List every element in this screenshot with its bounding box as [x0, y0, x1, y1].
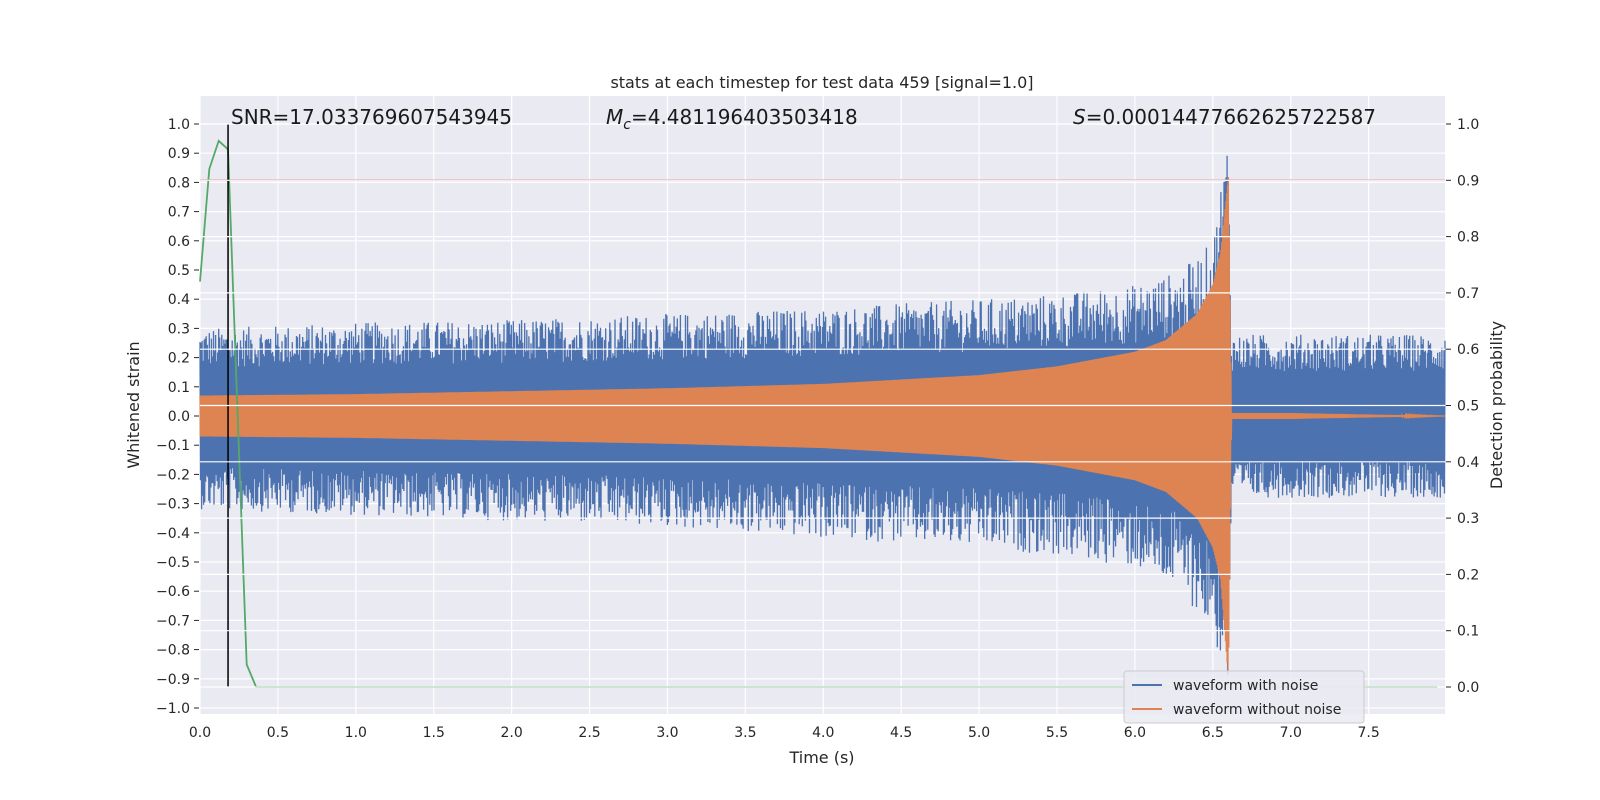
y-tick-label: 0.2	[168, 351, 190, 367]
x-tick-label: 0.0	[189, 725, 211, 741]
y-tick-label: −0.7	[156, 613, 190, 629]
x-tick-label: 5.0	[968, 725, 990, 741]
y-tick-label: 0.9	[168, 146, 190, 162]
x-tick-label: 2.5	[578, 725, 600, 741]
y2-tick-label: 1.0	[1457, 117, 1479, 133]
mc-value: =4.481196403503418	[631, 105, 858, 129]
y-tick-label: −0.6	[156, 584, 190, 600]
y-tick-label: −0.3	[156, 497, 190, 513]
chirp-mass-annotation: Mc=4.481196403503418	[606, 105, 858, 133]
x-tick-label: 1.5	[423, 725, 445, 741]
x-tick-label: 1.0	[345, 725, 367, 741]
x-tick-label: 6.0	[1124, 725, 1146, 741]
chart-title: stats at each timestep for test data 459…	[610, 73, 1033, 92]
tick-labels: 0.0 0.5 1.0 1.5 2.0 2.5 3.0 3.5 4.0 4.5 5.0 5.5 6.0 6…	[156, 117, 1479, 741]
x-tick-label: 5.5	[1046, 725, 1068, 741]
y-tick-label: −0.4	[156, 526, 190, 542]
y-tick-label: −1.0	[156, 701, 190, 717]
legend: waveform with noise waveform without noi…	[1123, 670, 1365, 724]
s-value: =0.00014477662625722587	[1086, 105, 1376, 129]
y-tick-label: −0.9	[156, 672, 190, 688]
x-tick-label: 2.0	[501, 725, 523, 741]
snr-annotation: SNR=17.033769607543945	[231, 105, 512, 129]
y-tick-label: 0.8	[168, 175, 190, 191]
y2-tick-label: 0.4	[1457, 455, 1479, 471]
y2-axis-label: Detection probability	[1487, 321, 1506, 489]
y2-tick-label: 0.7	[1457, 286, 1479, 302]
y2-tick-label: 0.6	[1457, 342, 1479, 358]
x-tick-label: 0.5	[267, 725, 289, 741]
y2-tick-label: 0.5	[1457, 399, 1479, 415]
y2-tick-label: 0.3	[1457, 511, 1479, 527]
x-tick-label: 4.0	[812, 725, 834, 741]
y-tick-label: 0.7	[168, 205, 190, 221]
y2-tick-label: 0.1	[1457, 624, 1479, 640]
legend-box	[1123, 670, 1365, 724]
x-tick-label: 3.0	[656, 725, 678, 741]
y-tick-label: 0.3	[168, 321, 190, 337]
x-tick-label: 7.0	[1280, 725, 1302, 741]
y2-tick-label: 0.2	[1457, 567, 1479, 583]
x-axis-label: Time (s)	[788, 748, 854, 767]
y-tick-label: 0.4	[168, 292, 190, 308]
x-tick-label: 6.5	[1202, 725, 1224, 741]
y-tick-label: 0.1	[168, 380, 190, 396]
legend-label-waveform-without-noise: waveform without noise	[1173, 702, 1341, 718]
y2-tick-label: 0.9	[1457, 173, 1479, 189]
mc-symbol: M	[606, 105, 623, 129]
y-axis-label: Whitened strain	[124, 341, 143, 468]
y-tick-label: −0.8	[156, 643, 190, 659]
y-tick-label: 0.6	[168, 234, 190, 250]
s-annotation: S=0.00014477662625722587	[1073, 105, 1376, 129]
x-tick-label: 4.5	[890, 725, 912, 741]
y-tick-label: −0.5	[156, 555, 190, 571]
y-tick-label: 0.0	[168, 409, 190, 425]
s-symbol: S	[1073, 105, 1086, 129]
series-waveform-without-noise	[199, 176, 1445, 674]
x-tick-label: 7.5	[1358, 725, 1380, 741]
y-tick-label: 1.0	[168, 117, 190, 133]
legend-label-waveform-with-noise: waveform with noise	[1173, 678, 1318, 694]
series-waveform-with-noise	[199, 155, 1446, 675]
x-tick-label: 3.5	[734, 725, 756, 741]
y2-tick-label: 0.0	[1457, 680, 1479, 696]
y-tick-label: 0.5	[168, 263, 190, 279]
y-tick-label: −0.1	[156, 438, 190, 454]
y2-tick-label: 0.8	[1457, 230, 1479, 246]
y-tick-label: −0.2	[156, 467, 190, 483]
mc-subscript: c	[623, 117, 631, 133]
